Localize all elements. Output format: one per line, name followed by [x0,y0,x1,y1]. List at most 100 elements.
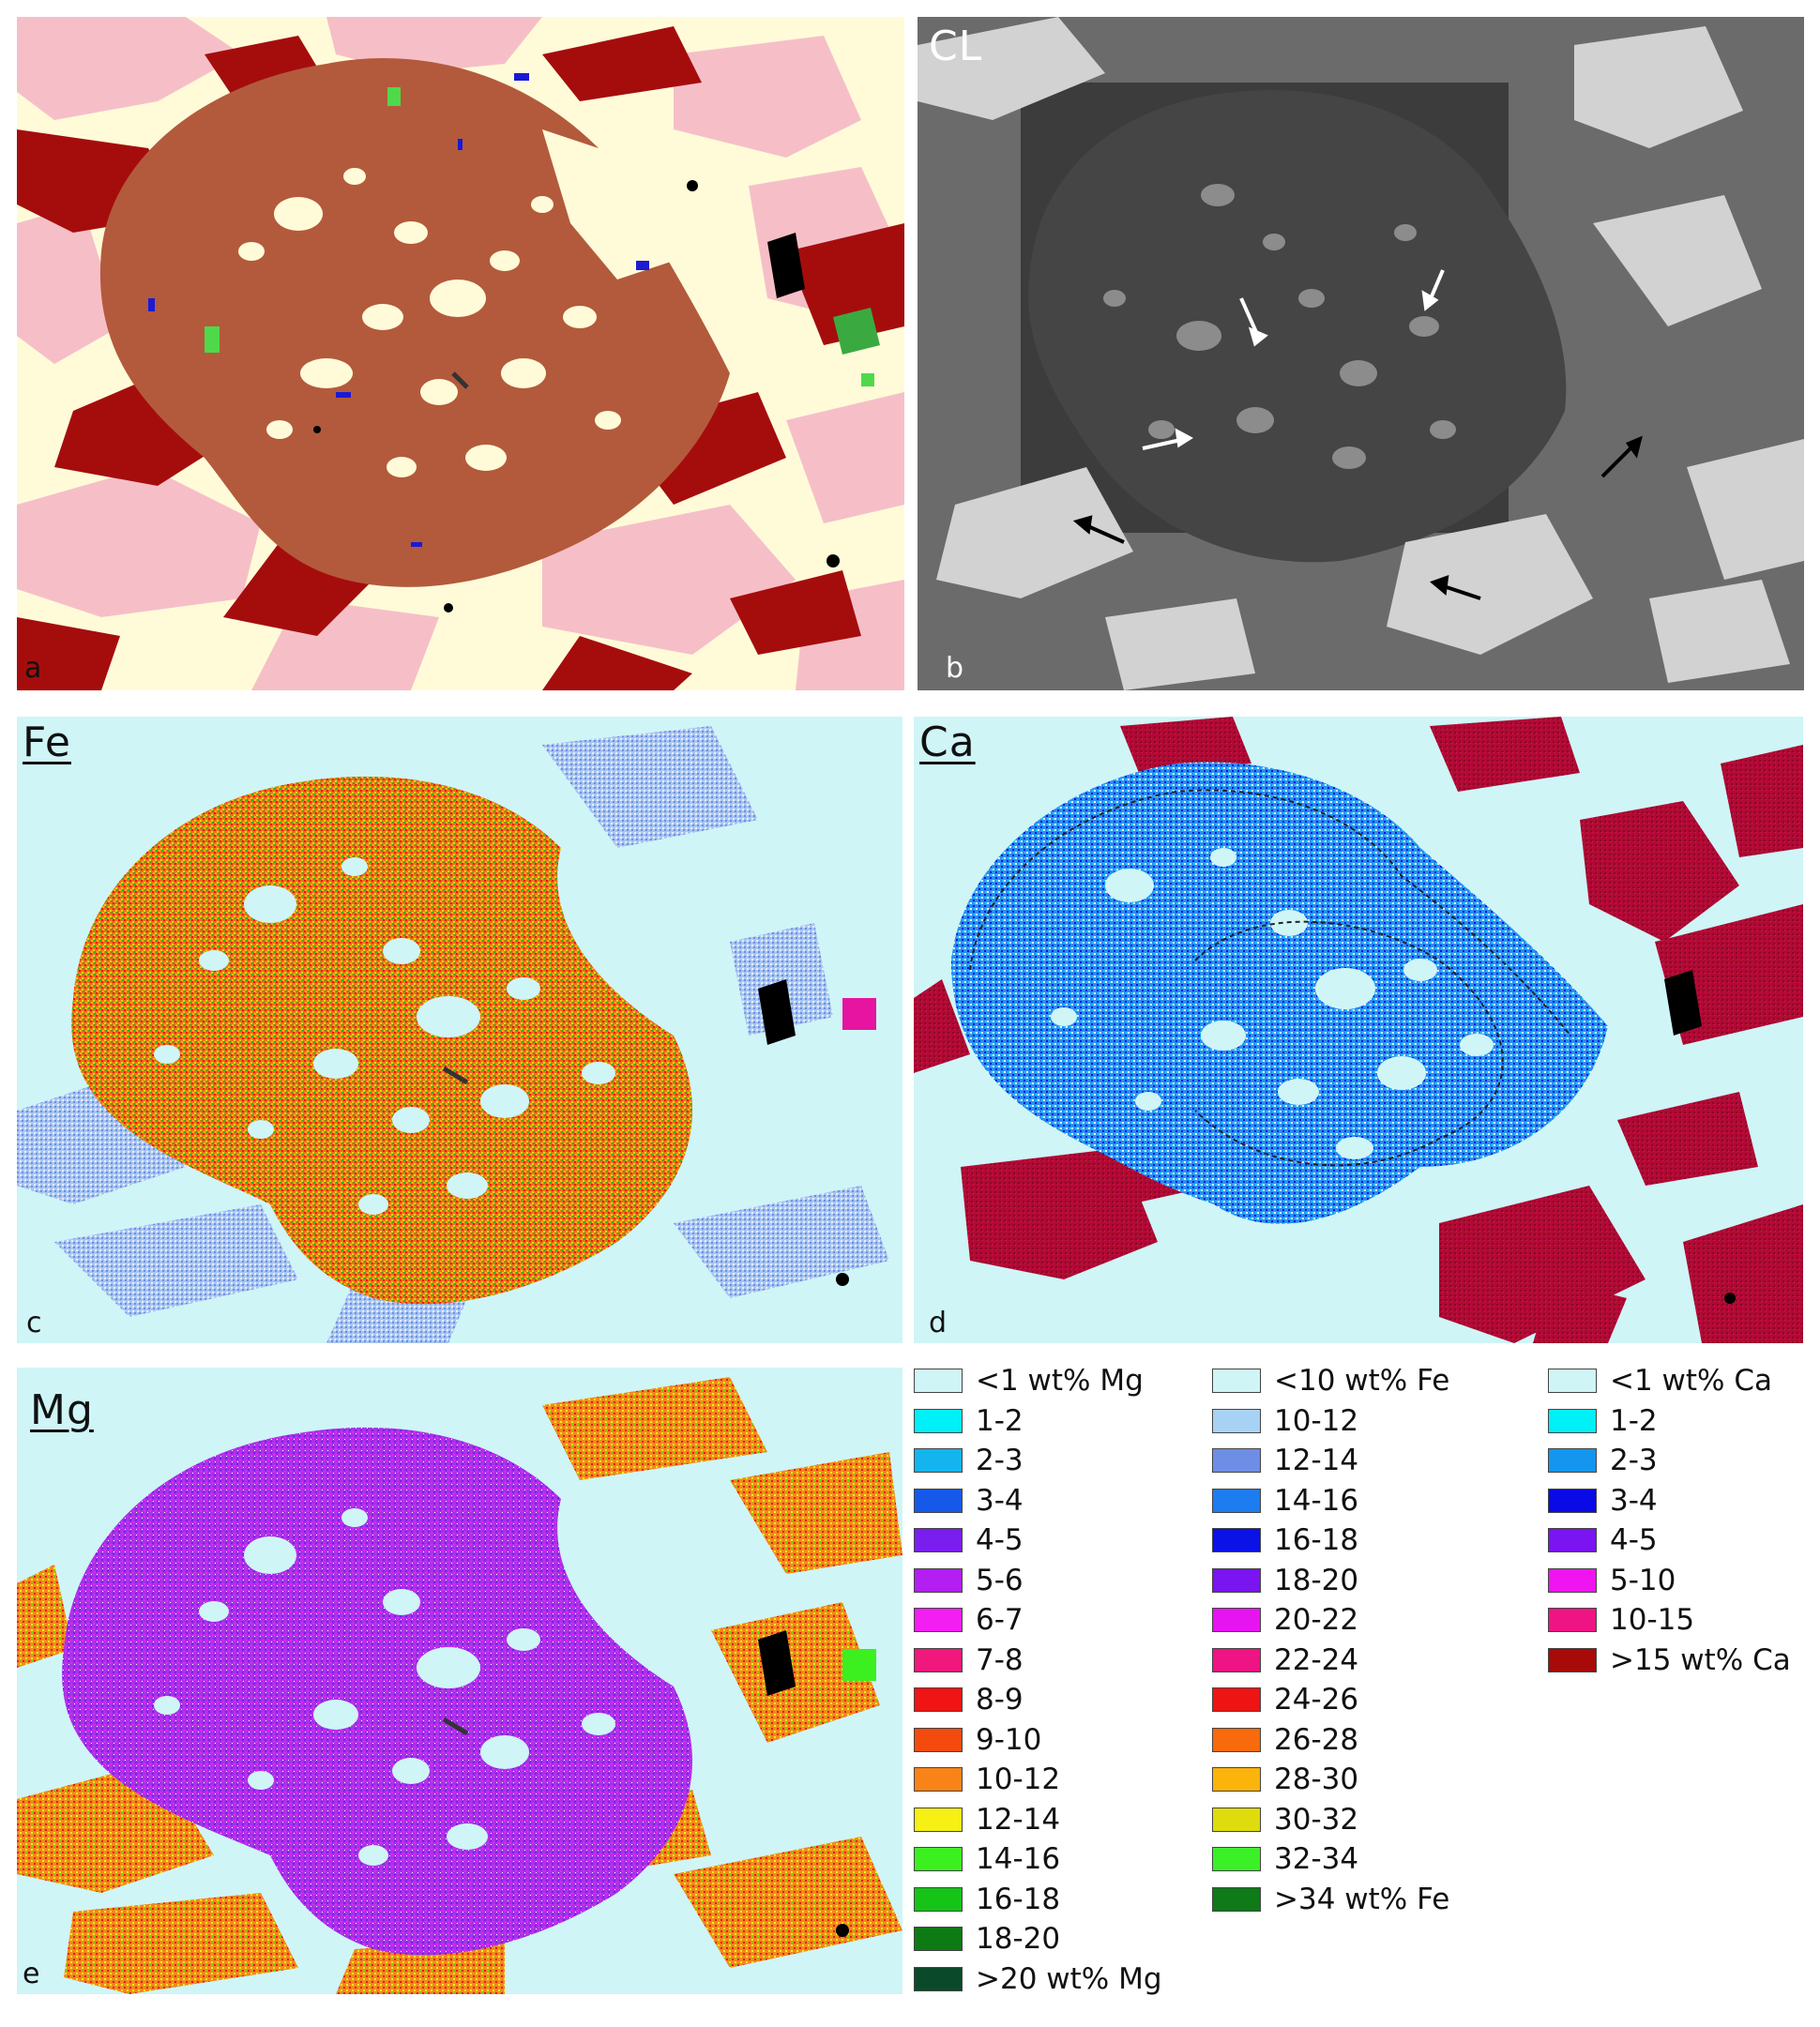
legend-swatch [1212,1488,1261,1513]
legend-swatch [914,1408,963,1433]
legend-swatch [1212,1448,1261,1473]
mg-map-panel: Mg e [17,1368,902,1994]
legend-swatch [1548,1528,1597,1552]
legend-label: 16-18 [1274,1523,1359,1557]
panel-d-corner-label: d [929,1307,948,1339]
legend-label: 12-14 [1274,1444,1359,1477]
panel-a-corner-label: a [24,652,42,685]
legend-label: 10-12 [976,1762,1061,1796]
legend-item: 28-30 [1212,1761,1358,1798]
legend-swatch [1212,1727,1261,1752]
legend-label: 20-22 [1274,1603,1359,1637]
legend-item: >34 wt% Fe [1212,1881,1449,1918]
legend-item: 18-20 [1212,1562,1358,1599]
legend-label: 2-3 [976,1444,1024,1477]
legend-swatch [1212,1647,1261,1672]
legend-item: 7-8 [914,1641,1024,1679]
legend-item: >20 wt% Mg [914,1960,1162,1998]
ca-map-title: Ca [919,719,976,766]
legend-item: <1 wt% Mg [914,1362,1144,1399]
legend-swatch [914,1927,963,1951]
cl-panel: CL b [918,17,1804,690]
legend-swatch [914,1966,963,1991]
legend-label: 3-4 [1610,1483,1658,1518]
legend-item: 10-15 [1548,1601,1694,1639]
legend-label: 24-26 [1274,1683,1359,1717]
legend-label: 1-2 [976,1403,1024,1438]
legend-item: 4-5 [914,1521,1024,1559]
legend-swatch [914,1807,963,1832]
legend-swatch [1548,1408,1597,1433]
legend-swatch [1212,1608,1261,1632]
legend-label: <10 wt% Fe [1274,1364,1450,1398]
legend-swatch [914,1847,963,1871]
legend-swatch [1212,1767,1261,1792]
legend-label: 10-15 [1610,1603,1695,1637]
legend-label: 6-7 [976,1603,1024,1637]
legend-label: 30-32 [1274,1802,1359,1837]
legend-label: 18-20 [976,1922,1061,1956]
legend-item: 16-18 [1212,1521,1358,1559]
legend-item: >15 wt% Ca [1548,1641,1791,1679]
legend-item: 2-3 [914,1442,1024,1479]
legend-item: 30-32 [1212,1801,1358,1838]
legend-label: 8-9 [976,1683,1024,1717]
legend-swatch [914,1608,963,1632]
legend-item: 14-16 [914,1840,1060,1878]
legend-swatch [1548,1488,1597,1513]
cl-image [918,17,1804,690]
ca-map-image [914,717,1803,1343]
ca-map-panel: Ca d [914,717,1803,1343]
legend-swatch [1212,1807,1261,1832]
fe-map-image [17,717,902,1343]
phase-map-panel: a [17,17,904,690]
legend-label: 28-30 [1274,1762,1359,1796]
legend-label: 7-8 [976,1642,1024,1677]
legend-label: 2-3 [1610,1444,1658,1477]
legend-swatch [914,1369,963,1393]
legend-item: 3-4 [1548,1482,1658,1520]
legend-item: <1 wt% Ca [1548,1362,1772,1399]
legend-swatch [1548,1369,1597,1393]
mg-legend: <1 wt% Mg 1-2 2-3 3-4 4-5 5-6 6-7 7-8 8-9 9-10 10-… [914,1362,1195,2019]
legend-label: 18-20 [1274,1563,1359,1597]
legend-label: >34 wt% Fe [1274,1882,1450,1916]
legend-item: 1-2 [1548,1402,1658,1440]
legend-swatch [1212,1687,1261,1712]
mg-map-title: Mg [30,1386,94,1434]
legend-item: 16-18 [914,1881,1060,1918]
legend-item: 10-12 [1212,1402,1358,1440]
legend-item: 5-10 [1548,1562,1676,1599]
phase-map-image [17,17,904,690]
legend-label: >15 wt% Ca [1610,1642,1791,1677]
cl-panel-title: CL [929,23,983,70]
legend-item: 4-5 [1548,1521,1658,1559]
legend-swatch [914,1567,963,1593]
legend-item: 24-26 [1212,1681,1358,1718]
legend-item: 8-9 [914,1681,1024,1718]
legend-item: 14-16 [1212,1482,1358,1520]
legend-item: 12-14 [1212,1442,1358,1479]
legend-swatch [1548,1448,1597,1473]
legend-swatch [914,1528,963,1552]
legend-item: 26-28 [1212,1721,1358,1759]
panel-e-corner-label: e [23,1958,40,1990]
legend-label: 10-12 [1274,1403,1359,1438]
legend-label: <1 wt% Ca [1610,1364,1773,1398]
legend-item: 32-34 [1212,1840,1358,1878]
panel-c-corner-label: c [26,1307,42,1339]
legend-item: 3-4 [914,1482,1024,1520]
legend-swatch [1212,1369,1261,1393]
legend-label: 16-18 [976,1882,1061,1916]
legend-item: 22-24 [1212,1641,1358,1679]
legend-swatch [1548,1647,1597,1672]
legend-label: 12-14 [976,1802,1061,1837]
fe-map-title: Fe [23,719,71,766]
panel-b-corner-label: b [946,652,964,685]
legend-label: 9-10 [976,1722,1042,1757]
legend-item: 10-12 [914,1761,1060,1798]
ca-legend: <1 wt% Ca 1-2 2-3 3-4 4-5 5-10 10-15 >15 wt% Ca [1548,1362,1811,1677]
legend-swatch [914,1488,963,1513]
legend-item: 18-20 [914,1920,1060,1958]
legend-label: 4-5 [1610,1523,1658,1557]
